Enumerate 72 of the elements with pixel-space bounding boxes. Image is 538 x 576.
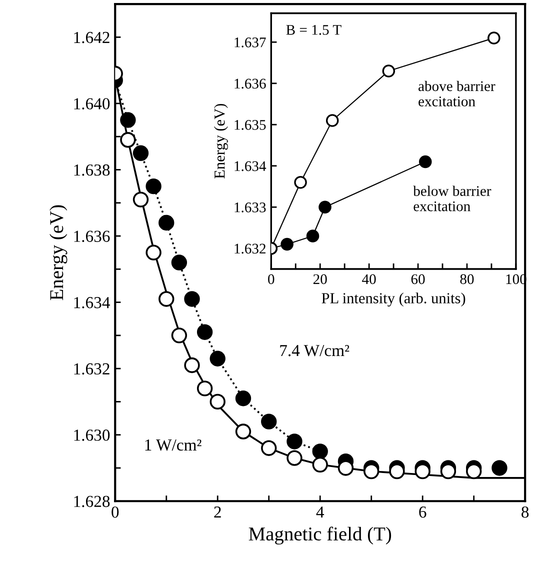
point [326, 114, 339, 127]
y-tick-label: 1.637 [234, 38, 266, 48]
point [235, 390, 252, 406]
point [306, 230, 320, 242]
point [280, 238, 294, 251]
point [210, 350, 226, 366]
y-tick-label: 1.633 [234, 202, 266, 212]
point [196, 380, 213, 396]
point [418, 155, 432, 168]
x-tick-label: 0 [112, 506, 119, 518]
x-tick-label: 80 [460, 274, 474, 284]
y-tick-label: 1.636 [234, 78, 266, 89]
point [294, 176, 307, 189]
y-tick-label: 1.628 [74, 496, 110, 508]
point [132, 192, 149, 208]
point [382, 64, 396, 78]
y-tick-label: 1.635 [234, 120, 266, 130]
y-tick-label: 1.634 [234, 161, 266, 172]
point [488, 32, 500, 44]
point [235, 424, 252, 440]
point [184, 291, 200, 307]
point [171, 328, 188, 344]
annotation: 7.4 W/cm² [280, 345, 350, 356]
x-tick-label: 20 [313, 274, 327, 284]
y-tick-label: 1.636 [74, 230, 110, 242]
y-tick-label: 1.640 [74, 98, 110, 110]
y-axis-title: Energy (eV) [214, 104, 228, 179]
x-axis-title: PL intensity (arb. units) [322, 292, 466, 307]
point [312, 456, 328, 473]
point [492, 460, 508, 476]
y-tick-label: 1.642 [74, 32, 110, 44]
point [466, 463, 482, 480]
point [364, 463, 380, 480]
annotation: 1 W/cm² [145, 439, 202, 451]
y-tick-label: 1.632 [234, 244, 266, 254]
x-tick-label: 0 [268, 274, 274, 284]
annotation: B = 1.5 T [286, 25, 342, 35]
x-tick-label: 2 [214, 506, 221, 518]
point [414, 463, 430, 480]
point [286, 434, 302, 450]
point [132, 145, 149, 162]
point [389, 463, 405, 480]
annotation: above barrier excitation [418, 80, 496, 106]
point [261, 414, 277, 430]
y-tick-label: 1.632 [74, 363, 110, 375]
y-tick-label: 1.630 [74, 430, 110, 441]
point [312, 444, 328, 460]
point [196, 324, 213, 340]
y-tick-label: 1.638 [74, 164, 110, 176]
point [210, 394, 226, 410]
point [171, 254, 188, 270]
point [146, 178, 162, 194]
x-axis-title: Magnetic field (T) [248, 526, 392, 545]
y-tick-label: 1.634 [74, 297, 110, 308]
point [158, 291, 174, 307]
annotation: below barrier excitation [413, 186, 492, 212]
point [158, 214, 174, 231]
point [120, 132, 136, 148]
point [261, 440, 277, 456]
y-axis-title: Energy (eV) [50, 205, 68, 300]
x-tick-label: 60 [411, 274, 425, 284]
x-tick-label: 6 [419, 506, 426, 518]
x-tick-label: 40 [362, 274, 376, 284]
point [184, 357, 200, 374]
x-tick-label: 8 [522, 506, 529, 518]
point [120, 112, 136, 128]
point [146, 244, 162, 260]
point [338, 460, 354, 476]
point [440, 463, 456, 480]
x-tick-label: 4 [316, 506, 324, 518]
point [318, 200, 332, 214]
point [286, 450, 302, 466]
